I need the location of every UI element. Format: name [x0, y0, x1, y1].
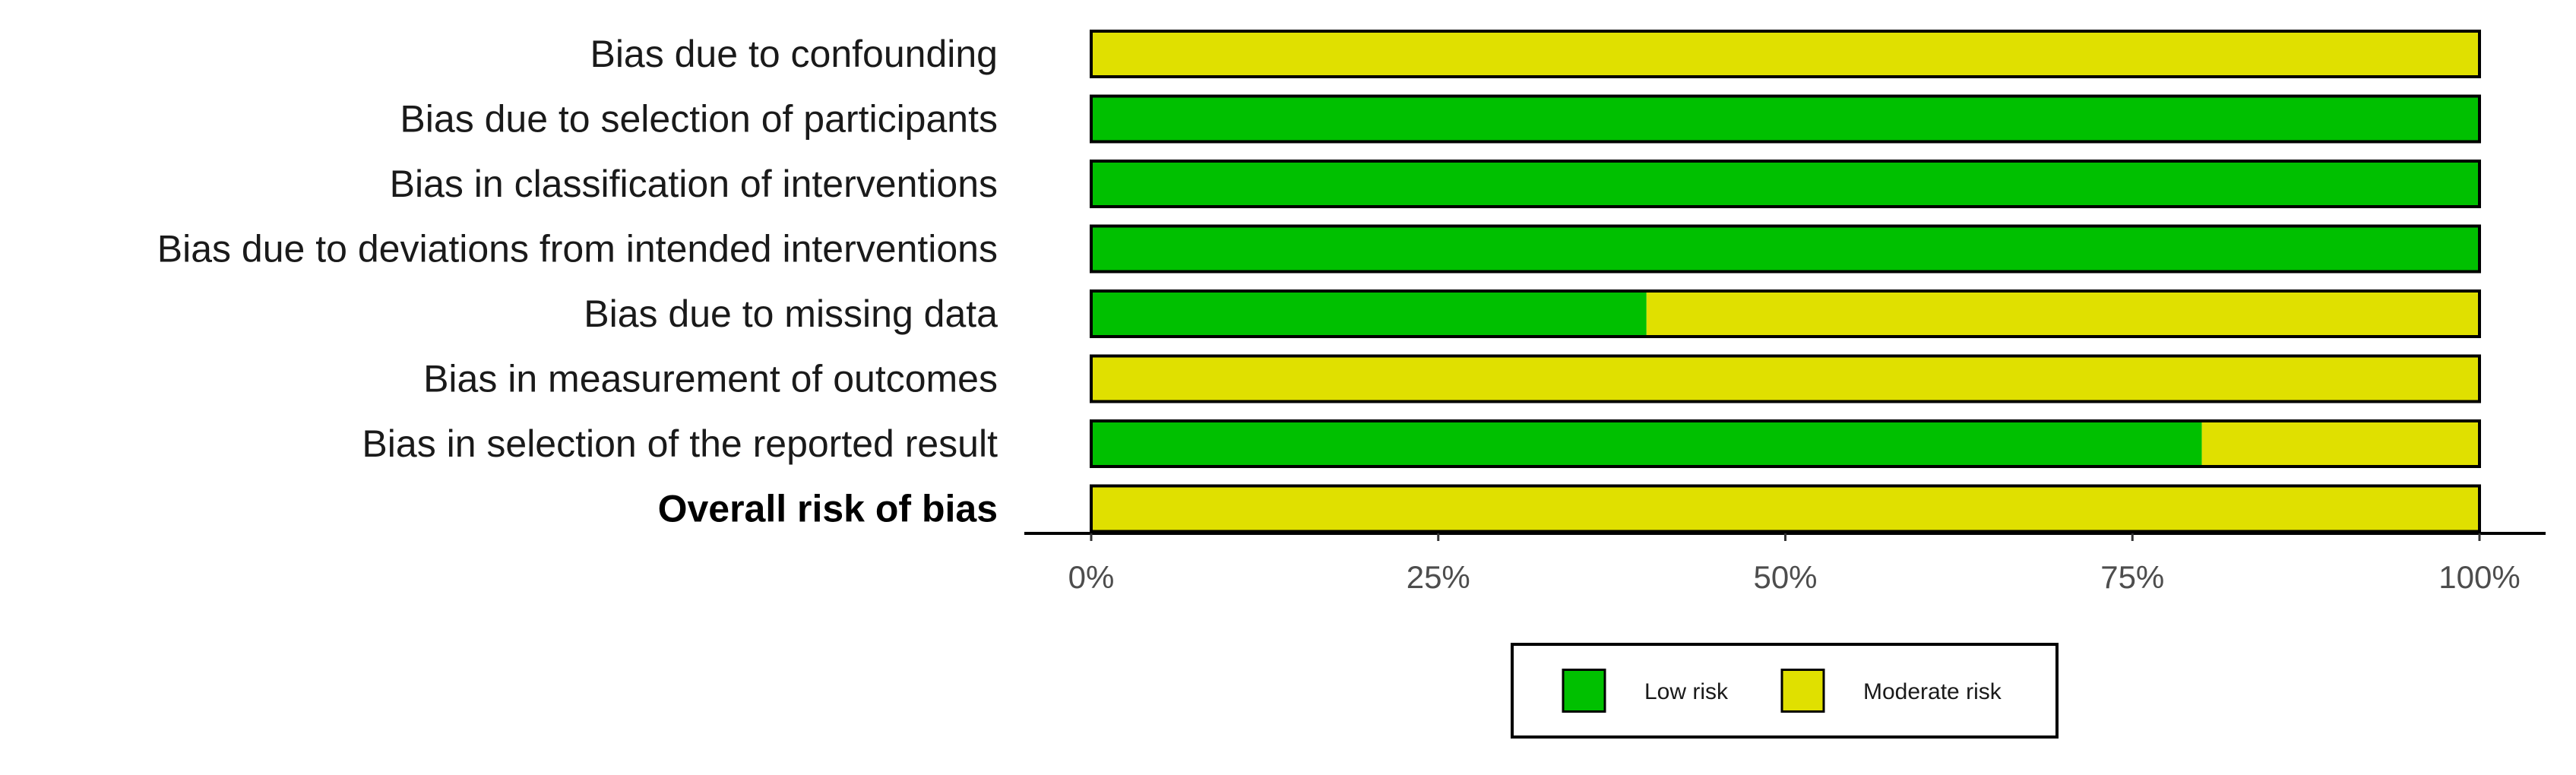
- bar-bias-in-selection-of-the-reported-result-low-risk: [1091, 421, 2202, 467]
- bar-bias-in-selection-of-the-reported-result-moderate-risk: [2201, 421, 2479, 467]
- bar-outline-bias-due-to-deviations-from-intended-interventions: [1090, 224, 2481, 274]
- legend: Low risk Moderate risk: [1511, 643, 2059, 739]
- bar-outline-bias-in-classification-of-interventions: [1090, 160, 2481, 208]
- legend-label-moderate-risk: Moderate risk: [1863, 679, 2002, 704]
- bar-outline-bias-in-measurement-of-outcomes: [1090, 354, 2481, 403]
- category-label-bias-due-to-selection-of-participants: Bias due to selection of participants: [400, 98, 998, 141]
- bar-bias-in-classification-of-interventions-low-risk: [1091, 161, 2479, 207]
- category-label-bias-due-to-confounding: Bias due to confounding: [590, 33, 998, 75]
- category-label-bias-due-to-deviations-from-intended-interventions: Bias due to deviations from intended int…: [157, 228, 998, 270]
- bar-bias-due-to-confounding-moderate-risk: [1091, 31, 2479, 77]
- bar-bias-in-measurement-of-outcomes-moderate-risk: [1091, 356, 2479, 402]
- x-tick-label-100: 100%: [2438, 559, 2520, 595]
- x-tick-label-0: 0%: [1068, 559, 1115, 595]
- bar-outline-bias-due-to-missing-data: [1090, 289, 2481, 338]
- x-axis: 0% 25% 50% 75% 100%: [1024, 532, 2546, 595]
- category-labels: Bias due to confounding Bias due to selec…: [157, 33, 998, 530]
- x-tick-label-25: 25%: [1407, 559, 1470, 595]
- bar-bias-due-to-deviations-from-intended-interventions-low-risk: [1091, 226, 2479, 272]
- category-label-bias-in-measurement-of-outcomes: Bias in measurement of outcomes: [423, 358, 998, 400]
- bar-outline-bias-in-selection-of-the-reported-result: [1090, 419, 2481, 468]
- x-tick-label-75: 75%: [2100, 559, 2164, 595]
- bar-outline-overall-risk-of-bias: [1090, 484, 2481, 533]
- bar-bias-due-to-selection-of-participants-low-risk: [1091, 96, 2479, 142]
- x-tick-label-50: 50%: [1753, 559, 1817, 595]
- category-label-overall-risk-of-bias: Overall risk of bias: [658, 488, 998, 530]
- category-label-bias-due-to-missing-data: Bias due to missing data: [584, 293, 998, 335]
- bars-layer: [1090, 30, 2481, 533]
- bar-bias-due-to-missing-data-low-risk: [1091, 291, 1647, 337]
- legend-label-low-risk: Low risk: [1644, 679, 1729, 704]
- category-label-bias-in-selection-of-the-reported-result: Bias in selection of the reported result: [362, 422, 998, 465]
- bar-outline-bias-due-to-confounding: [1090, 30, 2481, 78]
- bar-bias-due-to-missing-data-moderate-risk: [1646, 291, 2479, 337]
- legend-key-low-risk: [1562, 669, 1606, 713]
- bar-outline-bias-due-to-selection-of-participants: [1090, 94, 2481, 144]
- legend-key-moderate-risk: [1780, 669, 1825, 713]
- bar-overall-risk-of-bias-moderate-risk: [1091, 486, 2479, 532]
- category-label-bias-in-classification-of-interventions: Bias in classification of interventions: [390, 163, 998, 205]
